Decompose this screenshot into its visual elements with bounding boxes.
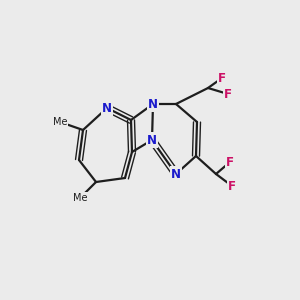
Text: N: N xyxy=(148,98,158,110)
Text: N: N xyxy=(171,167,181,181)
Text: F: F xyxy=(224,88,232,100)
Text: F: F xyxy=(226,155,234,169)
Text: N: N xyxy=(147,134,157,146)
Text: F: F xyxy=(228,179,236,193)
Text: Me: Me xyxy=(53,117,67,127)
Text: N: N xyxy=(102,101,112,115)
Text: Me: Me xyxy=(73,193,87,203)
Text: F: F xyxy=(218,71,226,85)
